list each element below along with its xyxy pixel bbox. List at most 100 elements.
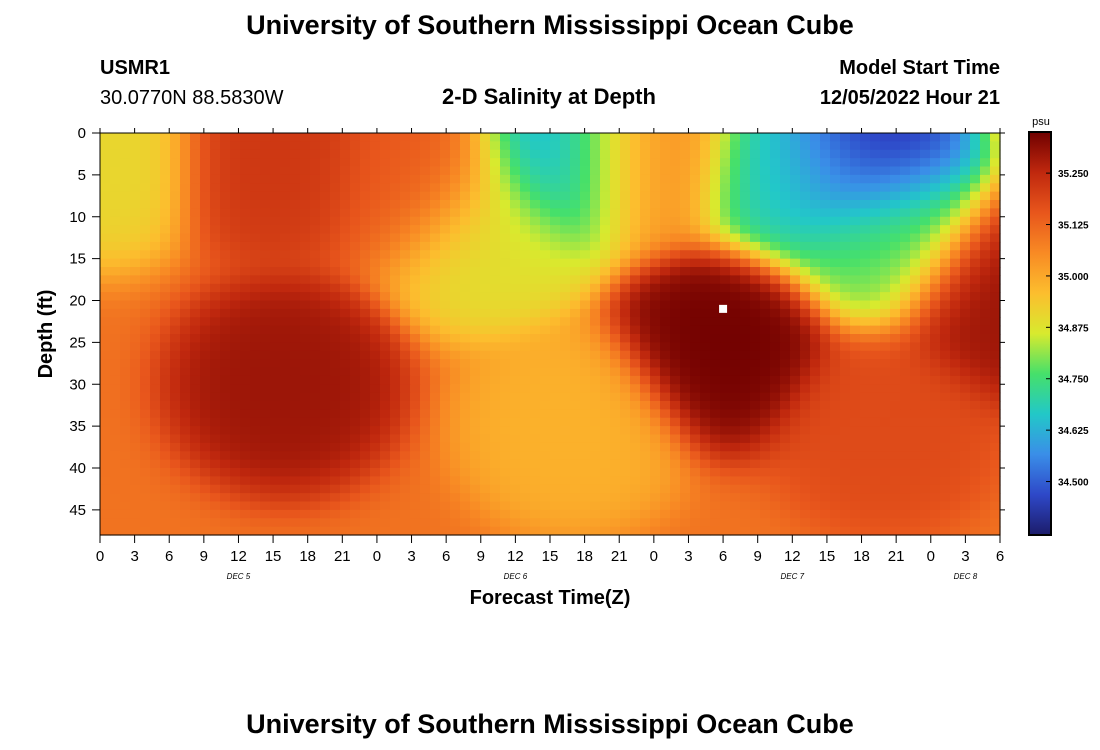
heatmap-cell	[200, 526, 211, 536]
heatmap-cell	[530, 191, 541, 201]
heatmap-cell	[920, 518, 931, 528]
heatmap-cell	[150, 526, 161, 536]
heatmap-cell	[980, 375, 991, 385]
heatmap-cell	[130, 258, 141, 268]
heatmap-cell	[910, 308, 921, 318]
heatmap-cell	[820, 334, 831, 343]
heatmap-cell	[140, 359, 151, 369]
heatmap-cell	[130, 493, 141, 503]
heatmap-cell	[950, 308, 961, 318]
heatmap-cell	[340, 484, 351, 494]
heatmap-cell	[440, 392, 451, 402]
heatmap-cell	[490, 484, 501, 494]
heatmap-cell	[910, 359, 921, 369]
heatmap-cell	[140, 509, 151, 519]
heatmap-cell	[440, 250, 451, 260]
heatmap-cell	[180, 493, 191, 503]
heatmap-cell	[730, 183, 741, 193]
heatmap-cell	[740, 292, 751, 302]
heatmap-cell	[460, 250, 471, 260]
heatmap-cell	[360, 267, 371, 276]
heatmap-cell	[790, 409, 801, 419]
heatmap-cell	[150, 133, 161, 142]
heatmap-cell	[850, 216, 861, 226]
heatmap-cell	[640, 241, 651, 251]
heatmap-cell	[830, 476, 841, 486]
heatmap-cell	[210, 459, 221, 469]
heatmap-cell	[940, 392, 951, 402]
heatmap-cell	[570, 300, 581, 310]
heatmap-cell	[650, 250, 661, 260]
heatmap-cell	[220, 426, 231, 436]
heatmap-cell	[270, 459, 281, 469]
heatmap-cell	[660, 384, 671, 394]
heatmap-cell	[570, 459, 581, 469]
heatmap-cell	[790, 308, 801, 318]
heatmap-cell	[390, 526, 401, 536]
heatmap-cell	[550, 468, 561, 477]
heatmap-cell	[220, 292, 231, 302]
heatmap-cell	[940, 149, 951, 159]
heatmap-cell	[970, 518, 981, 528]
heatmap-cell	[290, 367, 301, 377]
heatmap-cell	[420, 392, 431, 402]
heatmap-cell	[280, 191, 291, 201]
heatmap-cell	[400, 451, 411, 461]
heatmap-cell	[560, 208, 571, 218]
heatmap-cell	[450, 442, 461, 452]
heatmap-cell	[790, 258, 801, 268]
heatmap-cell	[810, 392, 821, 402]
heatmap-cell	[960, 442, 971, 452]
heatmap-cell	[220, 350, 231, 360]
heatmap-cell	[930, 401, 941, 410]
heatmap-cell	[980, 233, 991, 243]
heatmap-cell	[730, 526, 741, 536]
heatmap-cell	[590, 375, 601, 385]
heatmap-cell	[410, 384, 421, 394]
heatmap-cell	[120, 292, 131, 302]
heatmap-cell	[770, 375, 781, 385]
heatmap-cell	[260, 200, 271, 209]
heatmap-cell	[360, 250, 371, 260]
heatmap-cell	[760, 216, 771, 226]
heatmap-cell	[980, 283, 991, 293]
heatmap-cell	[350, 417, 361, 427]
heatmap-cell	[160, 417, 171, 427]
heatmap-cell	[510, 225, 521, 235]
heatmap-cell	[680, 317, 691, 327]
heatmap-cell	[960, 258, 971, 268]
heatmap-cell	[820, 484, 831, 494]
heatmap-cell	[410, 518, 421, 528]
heatmap-cell	[490, 359, 501, 369]
heatmap-cell	[910, 250, 921, 260]
heatmap-cell	[490, 267, 501, 276]
heatmap-cell	[970, 267, 981, 276]
heatmap-cell	[340, 325, 351, 335]
heatmap-cell	[120, 174, 131, 184]
heatmap-cell	[930, 501, 941, 511]
heatmap-cell	[820, 267, 831, 276]
heatmap-cell	[820, 208, 831, 218]
heatmap-cell	[620, 484, 631, 494]
heatmap-cell	[810, 493, 821, 503]
heatmap-cell	[850, 509, 861, 519]
heatmap-cell	[930, 241, 941, 251]
heatmap-cell	[680, 149, 691, 159]
heatmap-cell	[640, 392, 651, 402]
heatmap-cell	[500, 133, 511, 142]
heatmap-cell	[690, 493, 701, 503]
heatmap-cell	[170, 149, 181, 159]
heatmap-cell	[670, 392, 681, 402]
heatmap-cell	[140, 342, 151, 352]
heatmap-cell	[440, 283, 451, 293]
heatmap-cell	[110, 359, 121, 369]
heatmap-cell	[260, 468, 271, 477]
heatmap-cell	[950, 166, 961, 176]
heatmap-cell	[100, 484, 111, 494]
heatmap-cell	[900, 484, 911, 494]
heatmap-cell	[810, 325, 821, 335]
heatmap-cell	[130, 141, 141, 151]
heatmap-cell	[150, 208, 161, 218]
heatmap-cell	[200, 392, 211, 402]
heatmap-cell	[850, 359, 861, 369]
